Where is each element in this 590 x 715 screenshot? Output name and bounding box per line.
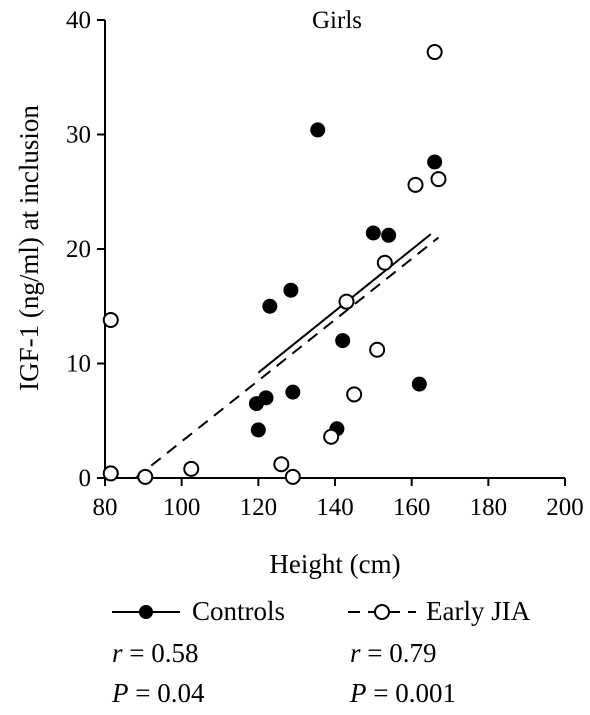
r-symbol: r [112, 638, 123, 668]
early-jia-point [102, 311, 119, 328]
early-jia-point [338, 293, 355, 310]
early-jia-r-value: 0.79 [389, 638, 437, 668]
controls-r-stat: r = 0.58 [112, 638, 199, 668]
p-symbol: P [112, 678, 129, 708]
controls-r-value: 0.58 [151, 638, 199, 668]
early-jia-point [346, 386, 363, 403]
early-jia-point [273, 456, 290, 473]
controls-point [427, 154, 443, 170]
legend-controls-symbol [112, 605, 180, 619]
early-jia-point [369, 341, 386, 358]
controls-point [262, 298, 278, 314]
controls-point [285, 384, 301, 400]
data-points [102, 44, 447, 485]
early-jia-p-stat: P = 0.001 [350, 678, 456, 708]
early-jia-r-stat: r = 0.79 [350, 638, 437, 668]
early-jia-point [376, 254, 393, 271]
legend-early-jia-label: Early JIA [426, 596, 531, 626]
early-jia-point [426, 44, 443, 61]
r-symbol: r [350, 638, 361, 668]
x-tick-label: 100 [163, 494, 201, 521]
y-tick-label: 20 [66, 236, 91, 263]
legend-controls-label: Controls [192, 596, 286, 626]
controls-point [250, 422, 266, 438]
y-tick-label: 0 [79, 465, 92, 492]
x-tick-label: 180 [470, 494, 508, 521]
early-jia-point [183, 460, 200, 477]
y-axis-label: IGF-1 (ng/ml) at inclusion [14, 105, 44, 391]
controls-point [365, 225, 381, 241]
y-tick-label: 30 [66, 122, 91, 149]
controls-point [335, 333, 351, 349]
axes: 80 100 120 140 160 180 200 0 10 20 30 40 [66, 7, 584, 521]
controls-p-stat: P = 0.04 [112, 678, 205, 708]
x-tick-label: 160 [393, 494, 431, 521]
early-jia-point [430, 171, 447, 188]
early-jia-p-value: 0.001 [395, 678, 456, 708]
controls-p-value: 0.04 [157, 678, 205, 708]
x-tick-label: 120 [240, 494, 278, 521]
x-tick-label: 80 [93, 494, 118, 521]
x-axis-label: Height (cm) [269, 549, 400, 579]
y-tick-label: 40 [66, 7, 91, 34]
early-jia-point [137, 468, 154, 485]
x-tick-label: 140 [316, 494, 354, 521]
early-jia-fit-line [135, 236, 440, 479]
x-tick-label: 200 [546, 494, 584, 521]
early-jia-point [284, 468, 301, 485]
early-jia-point [102, 465, 119, 482]
regression-lines [135, 233, 440, 479]
y-tick-label: 10 [66, 351, 91, 378]
legend-early-jia-symbol [348, 604, 416, 620]
early-jia-point [323, 428, 340, 445]
controls-point [310, 122, 326, 138]
controls-point [283, 282, 299, 298]
controls-point [381, 227, 397, 243]
chart-title: Girls [312, 7, 362, 34]
controls-point [258, 390, 274, 406]
early-jia-point [407, 176, 424, 193]
p-symbol: P [350, 678, 367, 708]
controls-point [411, 376, 427, 392]
